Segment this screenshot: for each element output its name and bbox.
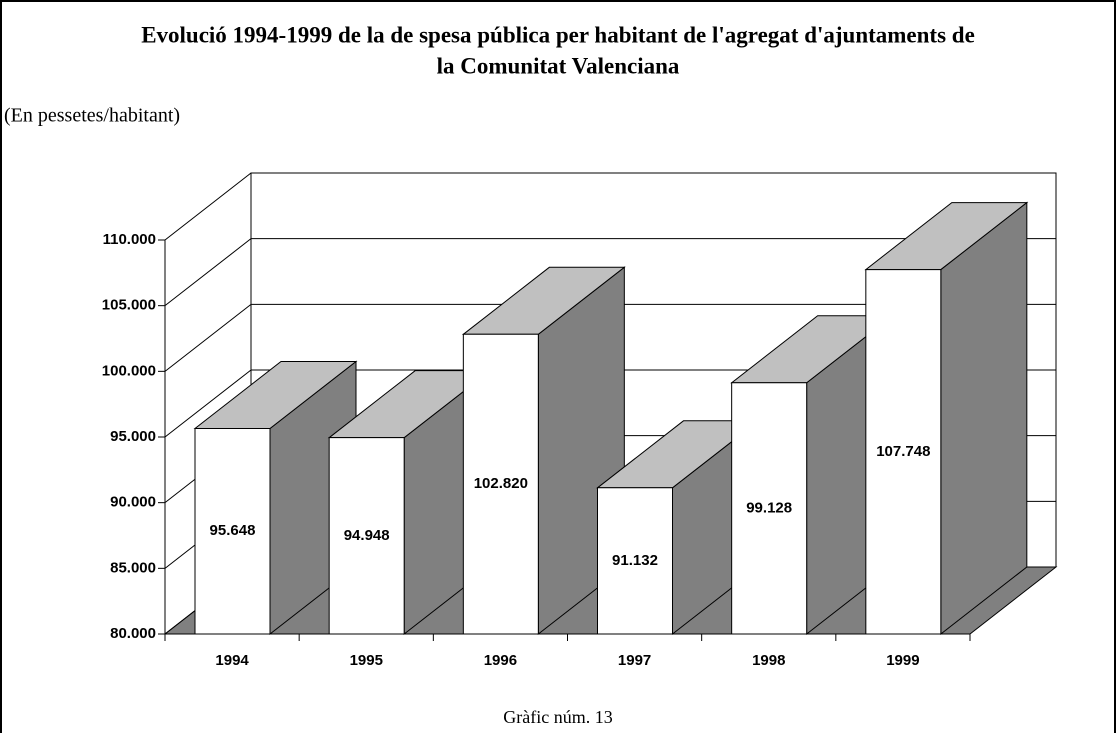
bar — [864, 201, 1029, 636]
x-tick-label: 1997 — [618, 652, 651, 669]
subtitle: (En pessetes/habitant) — [4, 105, 180, 127]
y-tick-label: 100.000 — [102, 362, 156, 379]
grid-line — [164, 238, 252, 307]
data-label: 102.820 — [474, 475, 528, 492]
x-tick-label: 1999 — [886, 652, 919, 669]
y-tick-label: 80.000 — [110, 625, 156, 642]
data-label: 94.948 — [344, 527, 390, 544]
bar-side — [940, 201, 1028, 636]
bar-front — [597, 487, 673, 635]
y-tick-label: 95.000 — [110, 428, 156, 445]
y-tick-label: 105.000 — [102, 297, 156, 314]
data-label: 91.132 — [612, 552, 658, 569]
y-tick-label: 90.000 — [110, 494, 156, 511]
x-tick-label: 1995 — [350, 652, 383, 669]
y-tick-label: 110.000 — [103, 231, 156, 248]
data-label: 95.648 — [210, 522, 256, 539]
x-tick-label: 1996 — [484, 652, 517, 669]
grid-line — [164, 369, 252, 438]
caption: Gràfic núm. 13 — [503, 707, 612, 727]
x-tick-label: 1998 — [752, 652, 785, 669]
bar-front — [865, 269, 942, 635]
chart-title: Evolució 1994-1999 de la de spesa públic… — [141, 22, 975, 47]
bar-front — [328, 437, 405, 635]
bar-front — [194, 427, 271, 635]
grid-line — [164, 303, 252, 372]
grid-line — [164, 172, 252, 241]
chart-title: la Comunitat Valenciana — [437, 53, 680, 78]
data-label: 99.128 — [746, 499, 792, 516]
data-label: 107.748 — [876, 443, 930, 460]
y-tick-label: 85.000 — [110, 559, 156, 576]
x-tick-label: 1994 — [215, 652, 249, 669]
bar-front — [462, 333, 539, 635]
bar-front — [731, 382, 808, 635]
